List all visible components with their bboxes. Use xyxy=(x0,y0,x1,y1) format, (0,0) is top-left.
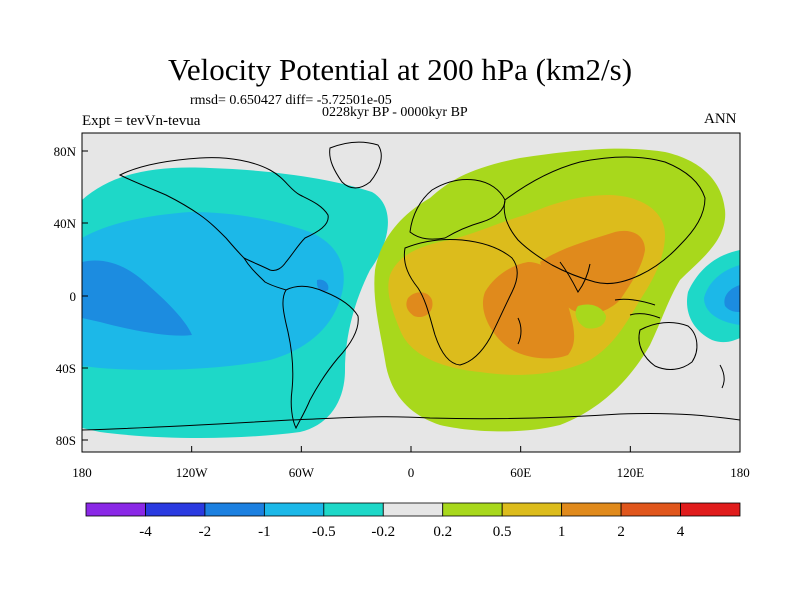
colorbar-swatch xyxy=(263,502,325,517)
coastline-madagascar xyxy=(517,317,522,345)
colorbar-label: 1 xyxy=(558,524,566,540)
colorbar-label: -2 xyxy=(199,524,212,540)
colorbar-swatch xyxy=(204,502,265,517)
colorbar-swatch xyxy=(85,502,146,517)
contour-neg-small-arabia xyxy=(575,304,606,329)
colorbar-swatch xyxy=(501,502,563,517)
coastline-new-zealand xyxy=(719,364,725,389)
colorbar-label: 4 xyxy=(677,524,685,540)
experiment-label: Expt = tevVn-tevua xyxy=(82,113,201,129)
contour-pos-1-2-small xyxy=(406,292,433,318)
lat-tick-label: 40S xyxy=(56,361,76,376)
colorbar-label: 2 xyxy=(617,524,625,540)
coastline-australia xyxy=(638,322,698,370)
lon-tick-label: 60W xyxy=(289,465,315,480)
contour-neg-1-2-east xyxy=(724,285,740,312)
lon-tick-label: 180 xyxy=(72,465,92,480)
lon-tick-label: 120W xyxy=(176,465,209,480)
season-label: ANN xyxy=(704,111,737,127)
colorbar: -4 -2 -1 -0.5 -0.2 0.2 0.5 1 2 4 xyxy=(85,502,741,540)
colorbar-label: 0.2 xyxy=(433,524,452,540)
colorbar-swatch xyxy=(382,502,444,517)
colorbar-swatch xyxy=(145,502,206,517)
coastline-indonesia xyxy=(614,298,661,319)
lon-tick-label: 0 xyxy=(408,465,415,480)
coastline-africa xyxy=(403,239,518,366)
coastline-antarctica xyxy=(81,412,741,431)
colorbar-label: -1 xyxy=(258,524,271,540)
colorbar-swatch xyxy=(323,502,384,517)
contour-pos-1-2-asia xyxy=(540,230,645,314)
contour-neg-1-2-small xyxy=(316,279,329,292)
coastline-central-america xyxy=(243,257,287,291)
plot-title: Velocity Potential at 200 hPa (km2/s) xyxy=(167,52,633,87)
colorbar-swatch xyxy=(680,502,741,517)
coastlines xyxy=(81,141,741,431)
lat-tick-label: 80N xyxy=(54,144,77,159)
latitude-axis: 80N 40N 0 40S 80S xyxy=(54,144,88,448)
longitude-axis: 180 120W 60W 0 60E 120E 180 xyxy=(72,446,750,480)
lon-tick-label: 180 xyxy=(730,465,750,480)
lat-tick-label: 0 xyxy=(70,289,77,304)
stats-text: rmsd= 0.650427 diff= -5.72501e-05 xyxy=(190,93,392,108)
colorbar-label: -0.5 xyxy=(312,524,336,540)
colorbar-swatch xyxy=(442,502,503,517)
coastline-india xyxy=(559,261,591,293)
colorbar-swatch xyxy=(561,502,622,517)
colorbar-swatch xyxy=(620,502,681,517)
lat-tick-label: 40N xyxy=(54,216,77,231)
contour-neg-1-2 xyxy=(82,260,192,336)
coastline-north-america xyxy=(118,157,329,271)
lon-tick-label: 120E xyxy=(617,465,645,480)
lat-tick-label: 80S xyxy=(56,433,76,448)
colorbar-label: 0.5 xyxy=(493,524,512,540)
coastline-asia xyxy=(503,156,706,285)
colorbar-label: -0.2 xyxy=(371,524,395,540)
coastline-greenland xyxy=(329,141,382,189)
lon-tick-label: 60E xyxy=(510,465,531,480)
coastline-south-america xyxy=(282,285,359,430)
period-text: 0228kyr BP - 0000kyr BP xyxy=(322,105,468,120)
colorbar-label: -4 xyxy=(139,524,152,540)
